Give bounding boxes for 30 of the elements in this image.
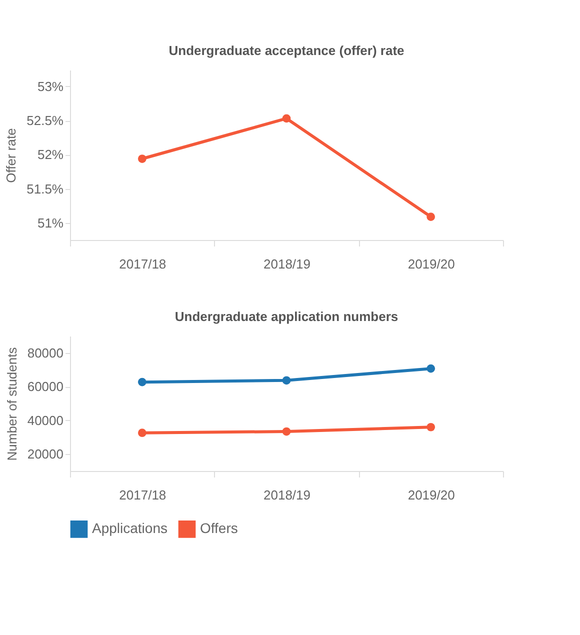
y-tick-label: 60000 [27, 379, 64, 394]
y-tick-label: 80000 [27, 345, 64, 360]
point [426, 422, 436, 432]
point [426, 364, 436, 373]
x-tick-label: 2018/19 [264, 256, 310, 272]
chart-title: Undergraduate acceptance (offer) rate [168, 43, 404, 58]
legend-label: Applications [92, 520, 168, 536]
x-tick-label: 2018/19 [264, 488, 310, 502]
x-tick-label: 2017/18 [119, 488, 166, 502]
point [282, 427, 291, 436]
y-tick-label: 40000 [27, 412, 64, 428]
point [138, 154, 146, 163]
point [138, 428, 146, 438]
point [138, 378, 146, 386]
point [282, 114, 291, 123]
y-tick-label: 51% [37, 215, 64, 230]
y-tick-label: 52.5% [26, 113, 64, 128]
y-tick-label: 53% [37, 78, 64, 94]
point [282, 376, 291, 385]
x-tick-label: 2019/20 [408, 256, 455, 272]
chart-title: Undergraduate application numbers [174, 309, 398, 324]
x-tick-label: 2019/20 [408, 488, 455, 502]
y-axis-title: Number of students [4, 346, 20, 461]
y-tick-label: 51.5% [26, 181, 64, 196]
legend-label: Offers [200, 520, 238, 536]
x-tick-label: 2017/18 [119, 256, 166, 272]
y-tick-label: 20000 [27, 446, 64, 462]
y-axis-title: Offer rate [4, 128, 19, 183]
y-tick-label: 52% [37, 147, 64, 162]
point [426, 212, 436, 221]
